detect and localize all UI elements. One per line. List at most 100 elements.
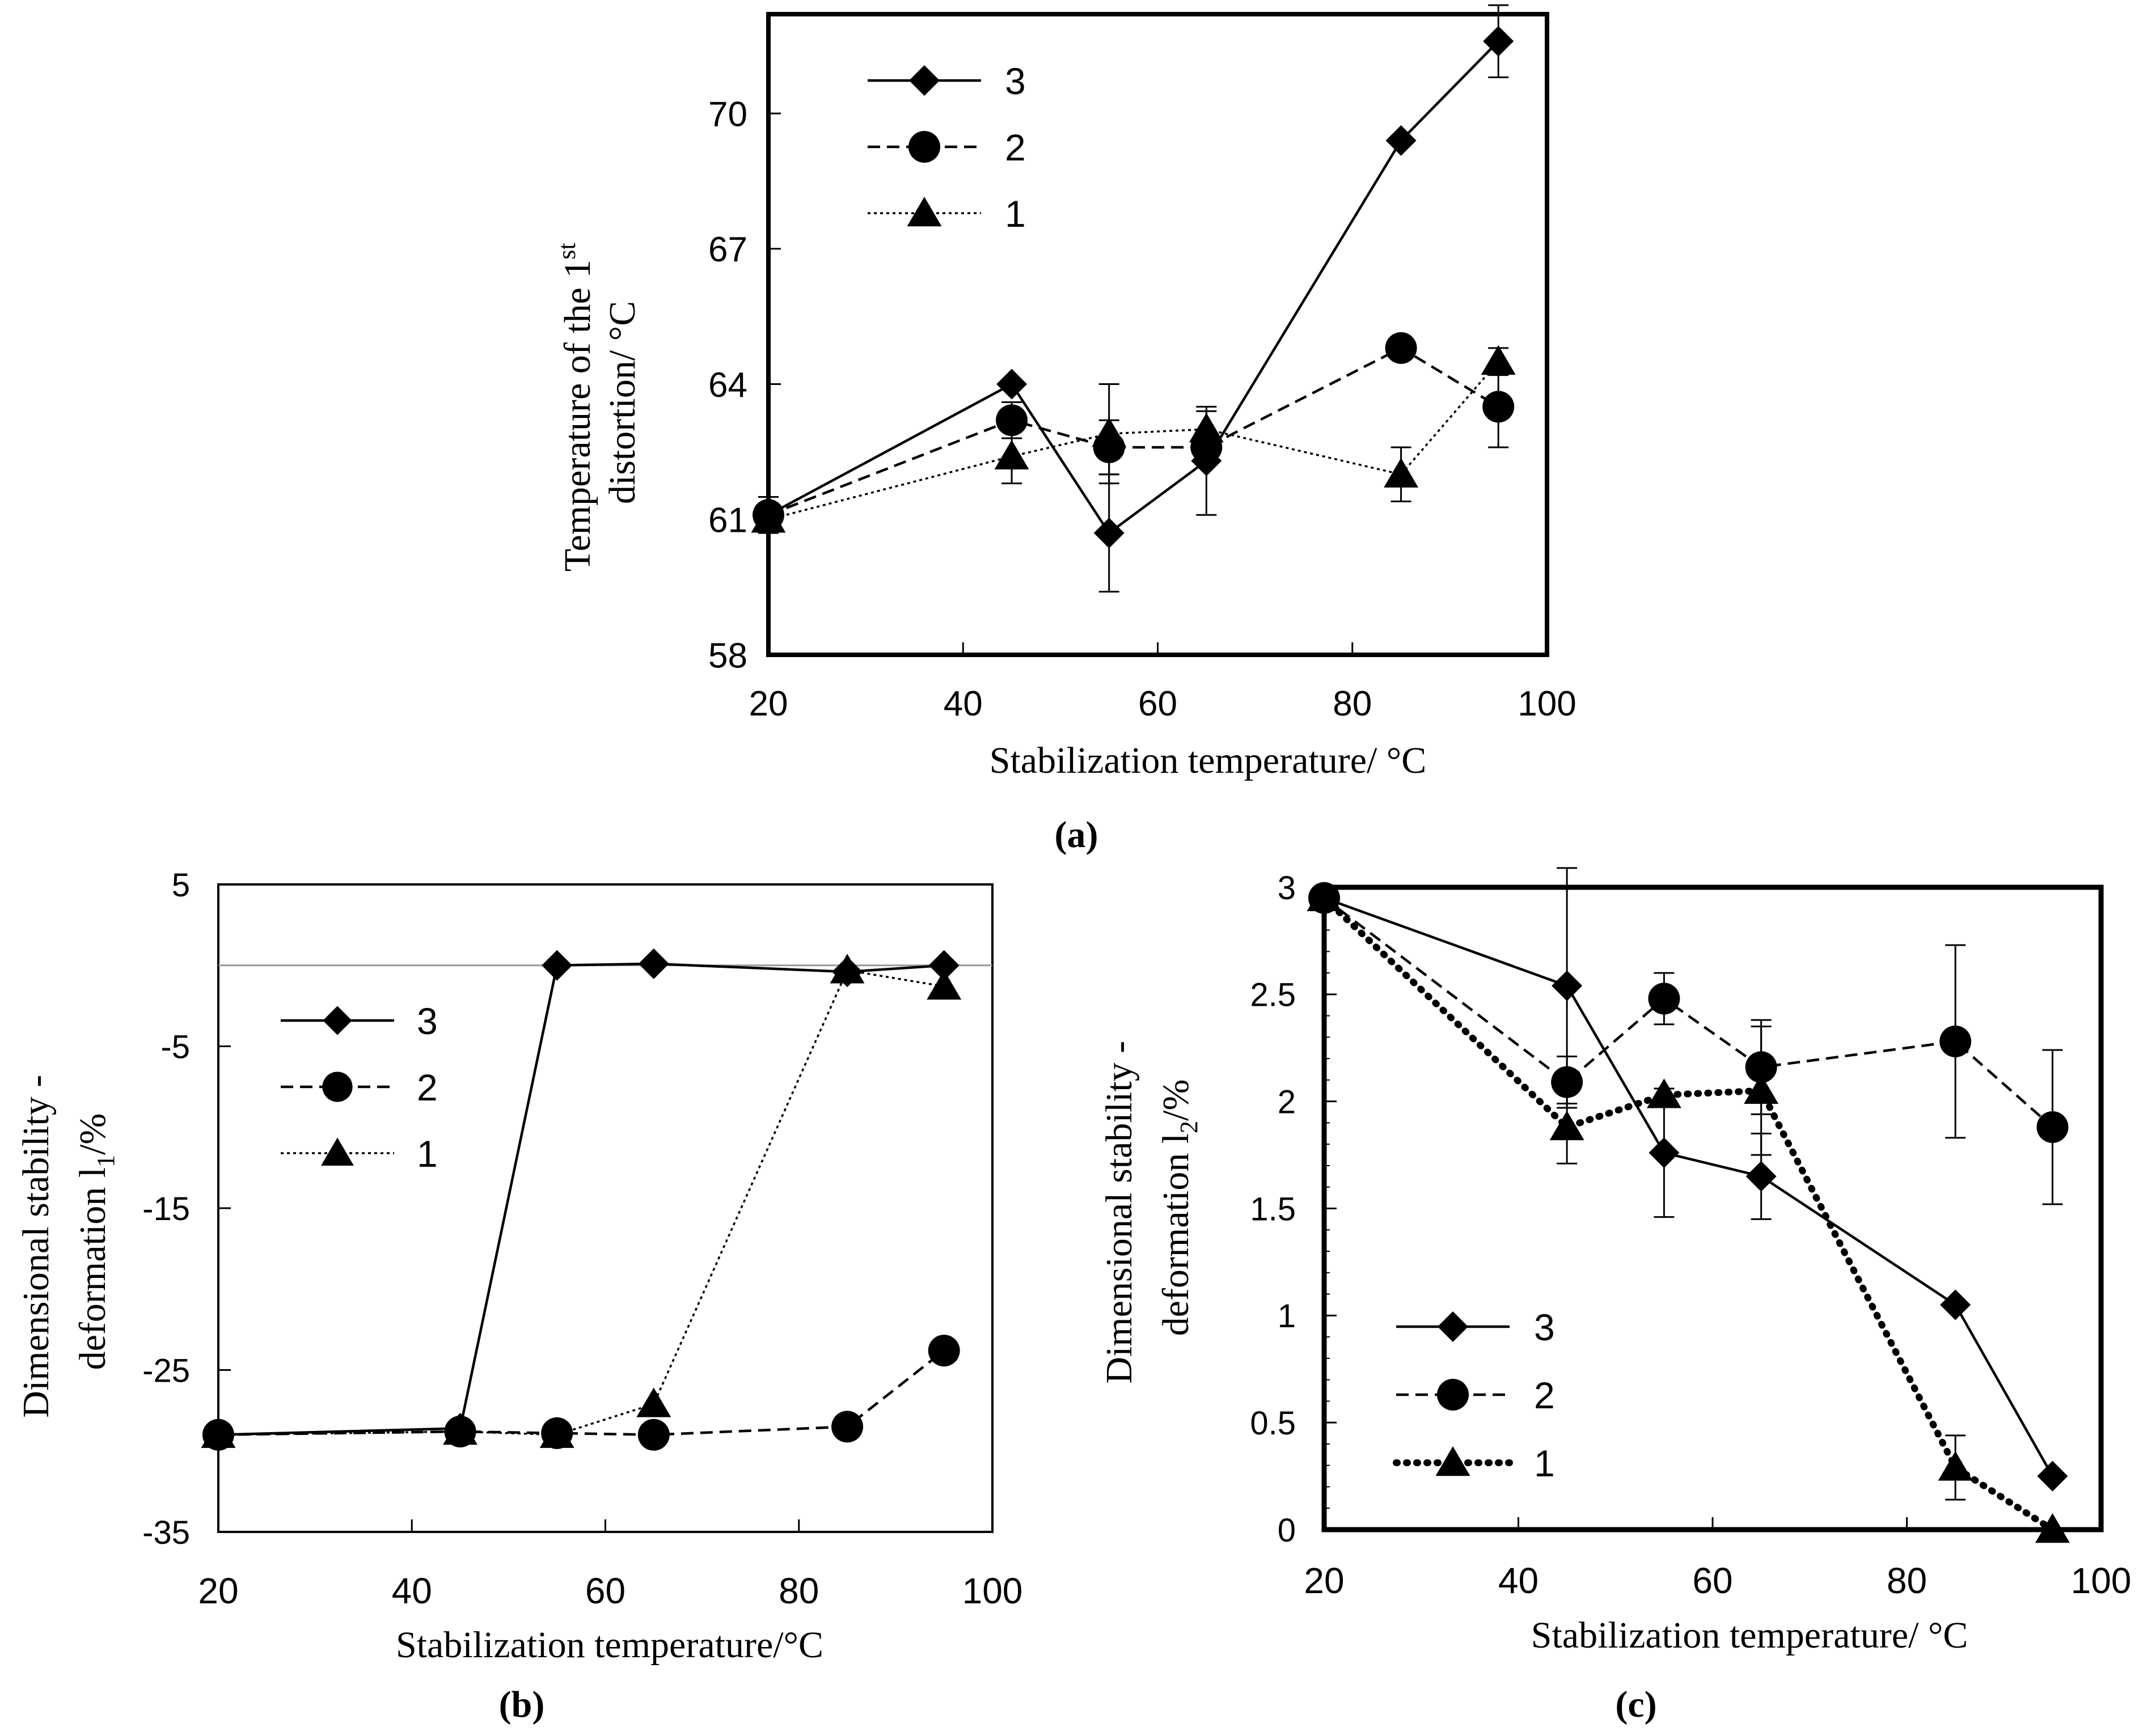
data-point-b-2-85 [831,1411,864,1443]
data-point-c-1-65 [1744,1074,1779,1104]
data-point-c-3-55 [1649,1137,1680,1168]
x-tick-label-c-40: 40 [1498,1560,1539,1601]
y-tick-label-a-58: 58 [708,636,747,675]
series-line-a-2 [768,346,1499,516]
y-tick-label-a-67: 67 [708,230,747,269]
data-point-c-1-20 [1307,881,1342,912]
data-point-c-1-45 [1549,1110,1584,1141]
x-axis-label-b: Stabilization temperature/°C [396,1624,823,1666]
y-tick-label-c-1: 1 [1278,1298,1296,1335]
legend-label-b-1: 1 [417,1133,438,1175]
data-point-a-2-45 [996,404,1028,437]
legend-label-c-2: 2 [1534,1374,1555,1416]
data-point-c-2-95 [2036,1111,2069,1143]
data-point-a-1-55 [1092,417,1127,447]
legend-marker-c-2 [1437,1379,1469,1411]
y-tick-label-a-64: 64 [708,366,747,405]
legend-label-b-3: 3 [417,1000,438,1042]
y-tick-label-c-0: 0 [1278,1512,1296,1549]
y-tick-label-b-5: 5 [172,867,190,904]
data-point-c-3-65 [1746,1161,1777,1192]
x-tick-label-a-100: 100 [1518,684,1576,723]
y-tick-label-c-2.5: 2.5 [1250,977,1296,1014]
y-tick-label-b--15: -15 [142,1191,190,1227]
data-point-a-3-55 [1093,518,1125,549]
data-point-a-2-85 [1385,332,1417,364]
data-point-b-1-65 [636,1387,671,1417]
data-point-a-1-95 [1481,345,1516,375]
legend-label-a-1: 1 [1005,193,1026,235]
x-tick-label-b-60: 60 [585,1570,625,1611]
series-line-a-3 [767,40,1499,535]
data-point-c-1-85 [1938,1451,1973,1481]
data-point-c-3-85 [1940,1289,1971,1320]
caption-a: (a) [1055,814,1098,856]
data-point-b-1-55 [539,1418,574,1448]
data-point-c-2-55 [1648,983,1680,1015]
caption-c: (c) [1615,1684,1656,1725]
data-point-b-1-20 [201,1418,236,1448]
series-c-1 [1307,881,2070,1543]
series-line-c-1 [1321,894,2056,1533]
legend-marker-a-2 [908,131,940,163]
x-tick-label-b-20: 20 [198,1570,238,1611]
x-tick-label-c-100: 100 [2071,1560,2132,1601]
data-point-c-2-85 [1939,1025,1972,1057]
data-point-a-3-85 [1385,125,1417,156]
data-point-c-1-55 [1646,1078,1681,1108]
data-point-b-1-85 [830,954,865,984]
legend-label-a-2: 2 [1005,126,1026,168]
x-tick-label-c-20: 20 [1304,1560,1344,1601]
data-point-a-1-45 [994,439,1029,470]
data-point-b-2-65 [637,1419,670,1451]
y-tick-label-a-61: 61 [708,501,747,540]
x-tick-label-c-60: 60 [1692,1560,1732,1601]
y-axis-label-a: Temperature of the 1st distortion/ °C [542,234,643,571]
caption-b: (b) [499,1684,545,1725]
series-line-c-2 [1323,897,2053,1128]
legend-label-c-1: 1 [1534,1442,1555,1484]
series-line-a-1 [768,361,1499,520]
x-tick-label-a-20: 20 [749,684,788,723]
x-axis-label-a: Stabilization temperature/ °C [990,740,1427,781]
data-point-a-3-45 [996,369,1028,400]
legend-marker-a-3 [909,65,940,96]
y-tick-label-a-70: 70 [708,95,747,134]
data-point-c-3-45 [1552,970,1583,1001]
legend-label-a-3: 3 [1005,60,1026,102]
data-point-a-2-95 [1482,391,1515,423]
series-line-c-3 [1324,896,2054,1477]
chart-panel-b: 20 40 60 80 100 -35 -25 -15 -5 5 3 2 1 Stabilizatio… [15,867,1022,1725]
chart-panel-a: 20 40 60 80 100 58 61 64 67 70 3 2 1 Stabilization … [542,4,1577,856]
legend-marker-b-1 [321,1137,354,1166]
y-tick-label-c-0.5: 0.5 [1250,1405,1296,1442]
x-tick-label-a-80: 80 [1333,684,1372,723]
x-tick-label-a-60: 60 [1138,684,1177,723]
data-point-a-1-85 [1384,458,1419,488]
data-point-b-3-55 [542,950,573,981]
series-b-1 [201,954,962,1448]
y-tick-label-b--5: -5 [160,1028,190,1065]
series-a-1 [751,345,1516,533]
series-line-b-1 [218,969,944,1436]
series-line-b-3 [218,962,944,1436]
data-point-c-1-95 [2035,1513,2070,1543]
x-tick-label-c-80: 80 [1887,1560,1927,1601]
legend-marker-c-3 [1438,1311,1468,1342]
x-tick-label-a-40: 40 [944,684,983,723]
data-point-b-2-95 [928,1335,960,1367]
x-axis-label-c: Stabilization temperature/ °C [1531,1615,1968,1656]
data-point-a-3-95 [1483,26,1514,57]
y-axis-label-b: Dimensional stability - deformation l1/% [15,1065,120,1417]
y-tick-label-b--35: -35 [142,1514,190,1551]
data-point-b-1-45 [443,1415,478,1445]
chart-panel-c: 20 40 60 80 100 0 0.5 1 1.5 2 2.5 3 3 2 1 Stabilizati… [1098,867,2132,1725]
y-tick-label-c-2: 2 [1278,1084,1296,1121]
data-point-b-3-65 [638,948,669,979]
legend-marker-b-2 [322,1072,353,1102]
series-a-3 [753,4,1514,593]
data-point-c-3-95 [2037,1460,2068,1492]
y-axis-label-c: Dimensional stability - deformation l2/% [1098,1031,1203,1383]
x-tick-label-b-80: 80 [779,1570,819,1611]
